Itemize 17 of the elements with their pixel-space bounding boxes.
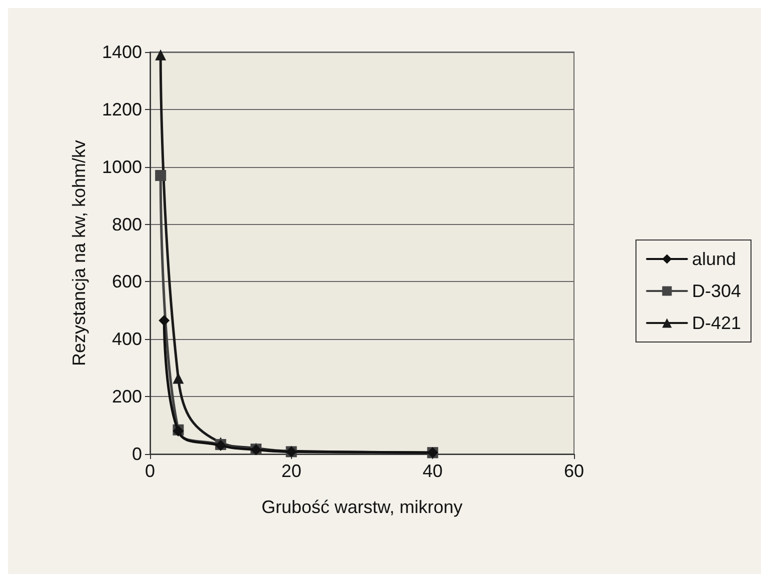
y-tick-label: 1000 bbox=[102, 156, 142, 177]
x-axis-title: Grubość warstw, mikrony bbox=[261, 497, 463, 517]
legend-label: D-304 bbox=[692, 281, 742, 301]
legend-label: alund bbox=[692, 249, 736, 269]
y-tick-label: 600 bbox=[112, 272, 142, 292]
legend-label: D-421 bbox=[692, 313, 742, 333]
y-tick-label: 1200 bbox=[102, 99, 142, 120]
y-tick-label: 800 bbox=[112, 214, 142, 234]
x-tick-label: 60 bbox=[564, 461, 584, 481]
x-tick-label: 20 bbox=[281, 461, 302, 481]
y-tick-label: 400 bbox=[112, 329, 142, 350]
y-tick-label: 1400 bbox=[102, 42, 142, 62]
x-tick-label: 0 bbox=[144, 461, 156, 481]
y-tick-label: 0 bbox=[132, 444, 142, 464]
y-axis-title: Rezystancja na kw, kohm/kv bbox=[69, 140, 89, 366]
y-tick-label: 200 bbox=[112, 386, 142, 407]
x-tick-label: 40 bbox=[422, 461, 443, 481]
